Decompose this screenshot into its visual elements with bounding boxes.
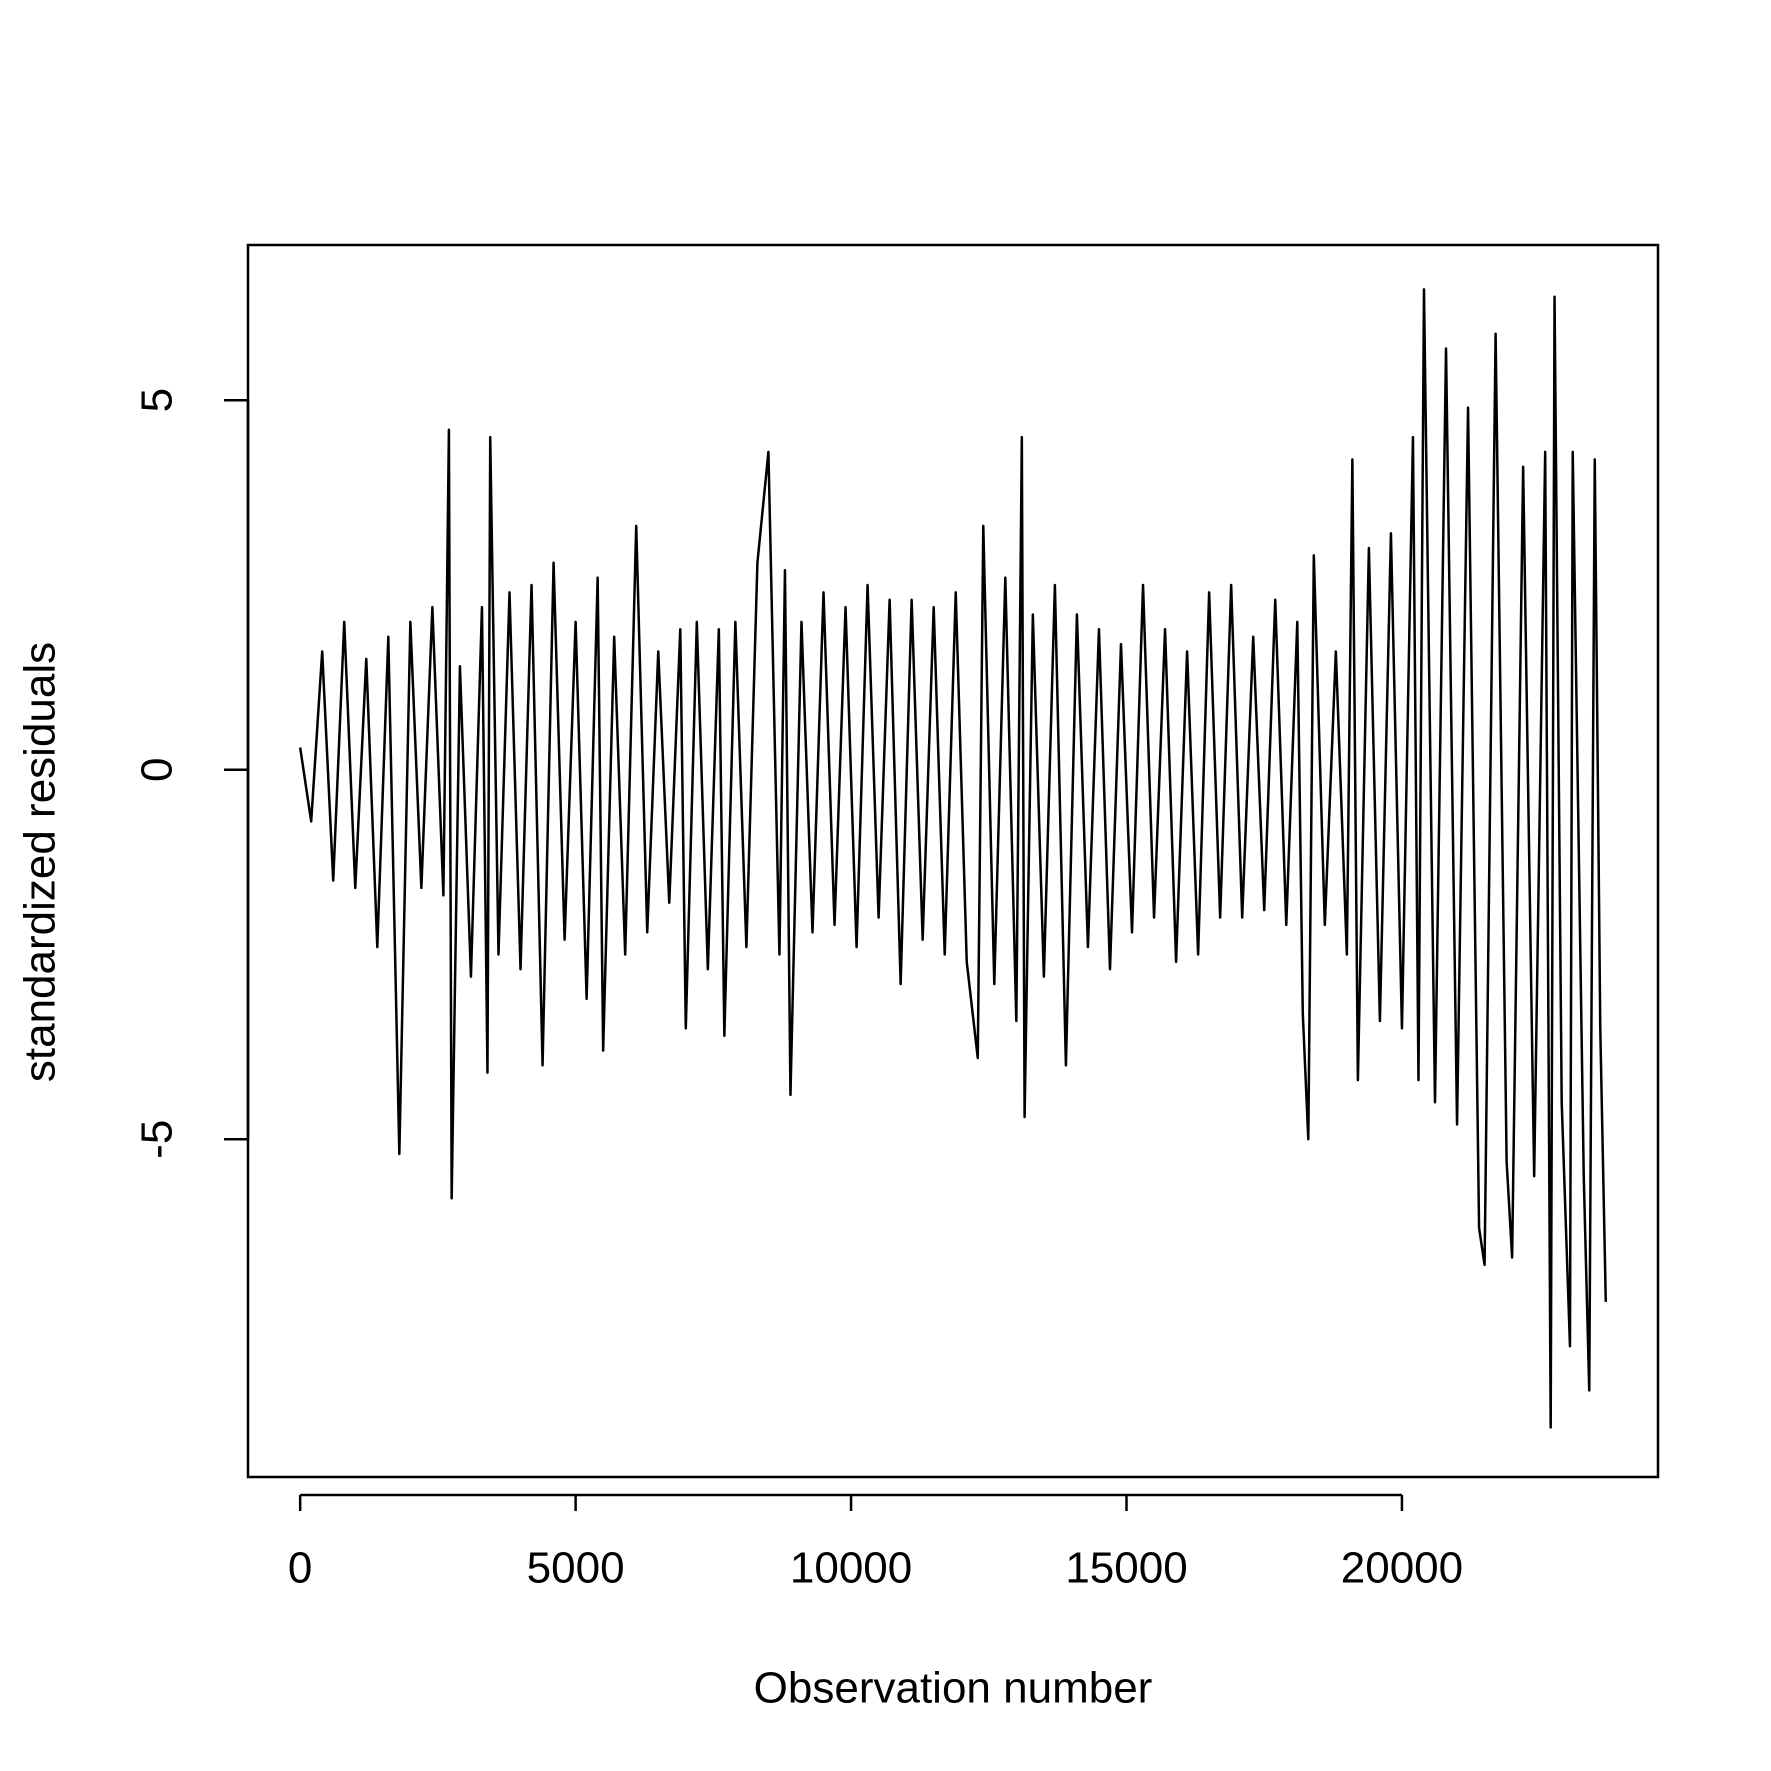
- x-tick-label: 10000: [790, 1544, 912, 1593]
- x-axis-title: Observation number: [754, 1664, 1153, 1713]
- x-tick-label: 15000: [1065, 1544, 1187, 1593]
- y-axis-title: standardized residuals: [16, 642, 65, 1082]
- x-tick-label: 0: [288, 1544, 312, 1593]
- x-tick-label: 5000: [527, 1544, 625, 1593]
- y-tick-label: 5: [133, 388, 182, 412]
- x-tick-label: 20000: [1341, 1544, 1463, 1593]
- y-tick-label: 0: [133, 757, 182, 781]
- y-tick-label: -5: [133, 1120, 182, 1159]
- residual-line: [298, 288, 1608, 1429]
